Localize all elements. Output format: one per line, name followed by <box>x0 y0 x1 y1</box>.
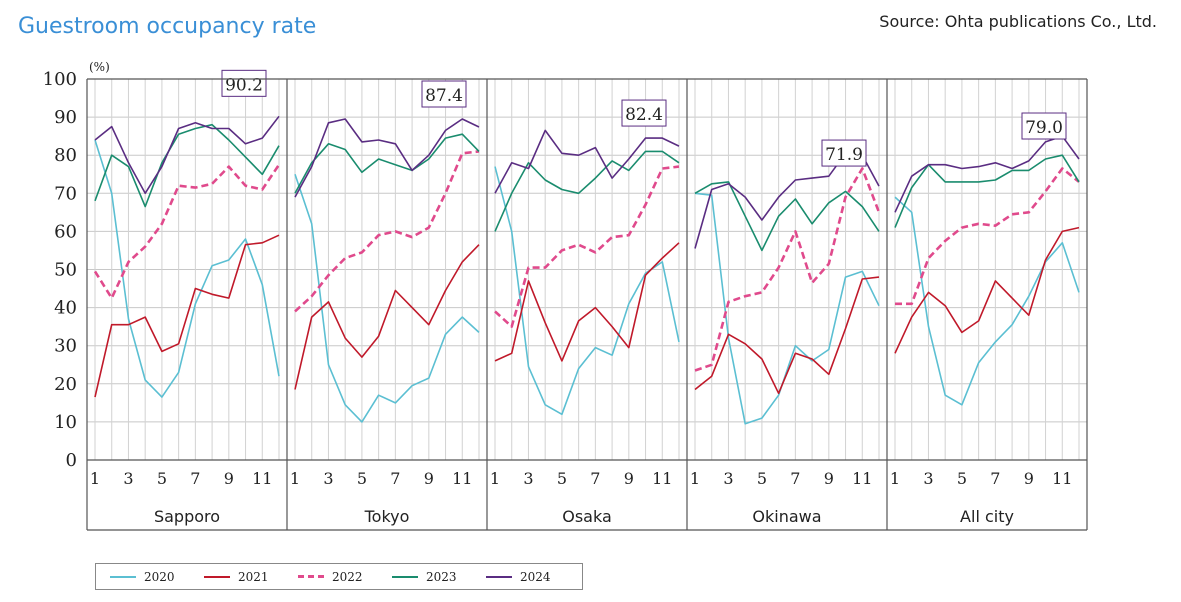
y-tick-label: 90 <box>54 107 77 128</box>
x-tick-label: 11 <box>1052 469 1072 488</box>
y-tick-label: 80 <box>54 145 77 166</box>
series-line-okinawa-2020 <box>694 192 880 425</box>
x-tick-label: 9 <box>224 469 234 488</box>
annotation-box <box>221 69 267 97</box>
x-tick-label: 11 <box>652 469 672 488</box>
x-tick-label: 1 <box>290 469 300 488</box>
x-tick-label: 5 <box>957 469 967 488</box>
series-line-osaka-2021 <box>494 242 680 362</box>
x-tick-label: 3 <box>923 469 933 488</box>
series-line-all-city-2023 <box>894 154 1080 228</box>
legend-swatch <box>298 575 324 578</box>
y-tick-label: 60 <box>54 221 77 242</box>
y-tick-label: 70 <box>54 183 77 204</box>
x-tick-label: 5 <box>157 469 167 488</box>
series-line-osaka-2023 <box>494 150 680 232</box>
series-line-okinawa-2023 <box>694 181 880 252</box>
series-line-tokyo-2023 <box>294 133 480 194</box>
x-tick-label: 5 <box>757 469 767 488</box>
y-tick-label: 20 <box>54 374 77 395</box>
x-tick-label: 5 <box>357 469 367 488</box>
y-tick-label: 40 <box>54 298 77 319</box>
x-tick-label: 1 <box>490 469 500 488</box>
x-tick-label: 3 <box>723 469 733 488</box>
series-line-tokyo-2024 <box>294 118 480 198</box>
series-line-sapporo-2020 <box>94 139 280 398</box>
chart-title: Guestroom occupancy rate <box>18 14 317 39</box>
legend-item-2022: 2022 <box>298 564 363 589</box>
x-tick-label: 9 <box>824 469 834 488</box>
series-line-okinawa-2022 <box>694 167 881 372</box>
series-line-all-city-2022 <box>895 167 1080 306</box>
series-line-osaka-2024 <box>494 129 680 194</box>
x-tick-label: 7 <box>590 469 600 488</box>
series-line-sapporo-2024 <box>94 115 280 195</box>
series-line-okinawa-2021 <box>694 276 880 395</box>
annotation-value: 82.4 <box>625 105 663 125</box>
panel-label: All city <box>960 507 1014 526</box>
legend-item-2023: 2023 <box>392 564 457 589</box>
legend-label: 2024 <box>520 569 551 584</box>
y-tick-label: 10 <box>54 412 77 433</box>
x-tick-label: 9 <box>624 469 634 488</box>
legend-swatch <box>486 575 512 578</box>
x-tick-label: 5 <box>557 469 567 488</box>
x-tick-label: 1 <box>890 469 900 488</box>
series-line-tokyo-2021 <box>294 244 480 390</box>
series-line-all-city-2024 <box>894 135 1080 213</box>
x-tick-label: 3 <box>523 469 533 488</box>
legend-item-2020: 2020 <box>110 564 175 589</box>
series-line-all-city-2020 <box>894 196 1080 406</box>
x-tick-label: 9 <box>424 469 434 488</box>
series-line-sapporo-2023 <box>94 123 280 208</box>
annotation-box <box>421 80 467 108</box>
x-tick-label: 3 <box>123 469 133 488</box>
y-tick-label: 30 <box>54 336 77 357</box>
annotation-value: 79.0 <box>1025 118 1063 138</box>
annotation-value: 87.4 <box>425 86 463 106</box>
y-tick-label: 0 <box>66 450 77 471</box>
panel-label: Sapporo <box>154 507 220 526</box>
legend-item-2024: 2024 <box>486 564 551 589</box>
source-note: Source: Ohta publications Co., Ltd. <box>879 12 1157 31</box>
legend-label: 2020 <box>144 569 175 584</box>
series-line-all-city-2021 <box>894 226 1080 354</box>
x-tick-label: 9 <box>1024 469 1034 488</box>
series-line-sapporo-2021 <box>94 234 280 398</box>
x-tick-label: 1 <box>90 469 100 488</box>
x-tick-label: 7 <box>390 469 400 488</box>
series-line-okinawa-2024 <box>694 152 880 249</box>
annotation-value: 90.2 <box>225 75 263 95</box>
annotation-box <box>1021 112 1067 140</box>
y-tick-label: 50 <box>54 260 77 281</box>
x-tick-label: 1 <box>690 469 700 488</box>
x-tick-label: 11 <box>452 469 472 488</box>
panel-label: Osaka <box>562 507 612 526</box>
x-tick-label: 7 <box>990 469 1000 488</box>
series-line-osaka-2022 <box>494 165 680 328</box>
legend-label: 2021 <box>238 569 269 584</box>
legend-swatch <box>204 575 230 578</box>
y-tick-label: 100 <box>43 69 77 90</box>
x-tick-label: 11 <box>252 469 272 488</box>
panel-label: Okinawa <box>752 507 821 526</box>
x-tick-label: 7 <box>190 469 200 488</box>
annotation-box <box>621 99 667 127</box>
y-unit-label: (%) <box>89 60 110 74</box>
annotation-box <box>821 139 867 167</box>
x-tick-label: 3 <box>323 469 333 488</box>
legend-swatch <box>110 575 136 578</box>
chart-legend: 2020 2021 2022 2023 2024 <box>95 563 583 590</box>
legend-label: 2022 <box>332 569 363 584</box>
legend-item-2021: 2021 <box>204 564 269 589</box>
legend-swatch <box>392 575 418 578</box>
panel-label: Tokyo <box>364 507 410 526</box>
legend-label: 2023 <box>426 569 457 584</box>
x-tick-label: 7 <box>790 469 800 488</box>
annotation-value: 71.9 <box>825 145 863 165</box>
series-line-tokyo-2022 <box>294 150 480 313</box>
series-line-tokyo-2020 <box>294 174 480 423</box>
x-tick-label: 11 <box>852 469 872 488</box>
